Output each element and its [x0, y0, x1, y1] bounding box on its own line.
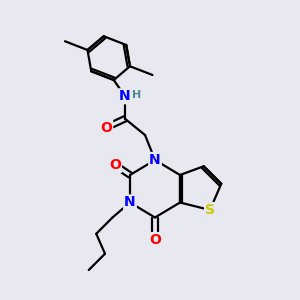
Text: O: O [109, 158, 121, 172]
Text: N: N [149, 153, 161, 167]
Text: N: N [124, 196, 136, 209]
Text: S: S [205, 203, 215, 217]
Text: H: H [132, 90, 141, 100]
Text: N: N [119, 89, 131, 103]
Text: O: O [149, 233, 161, 247]
Text: O: O [100, 121, 112, 134]
